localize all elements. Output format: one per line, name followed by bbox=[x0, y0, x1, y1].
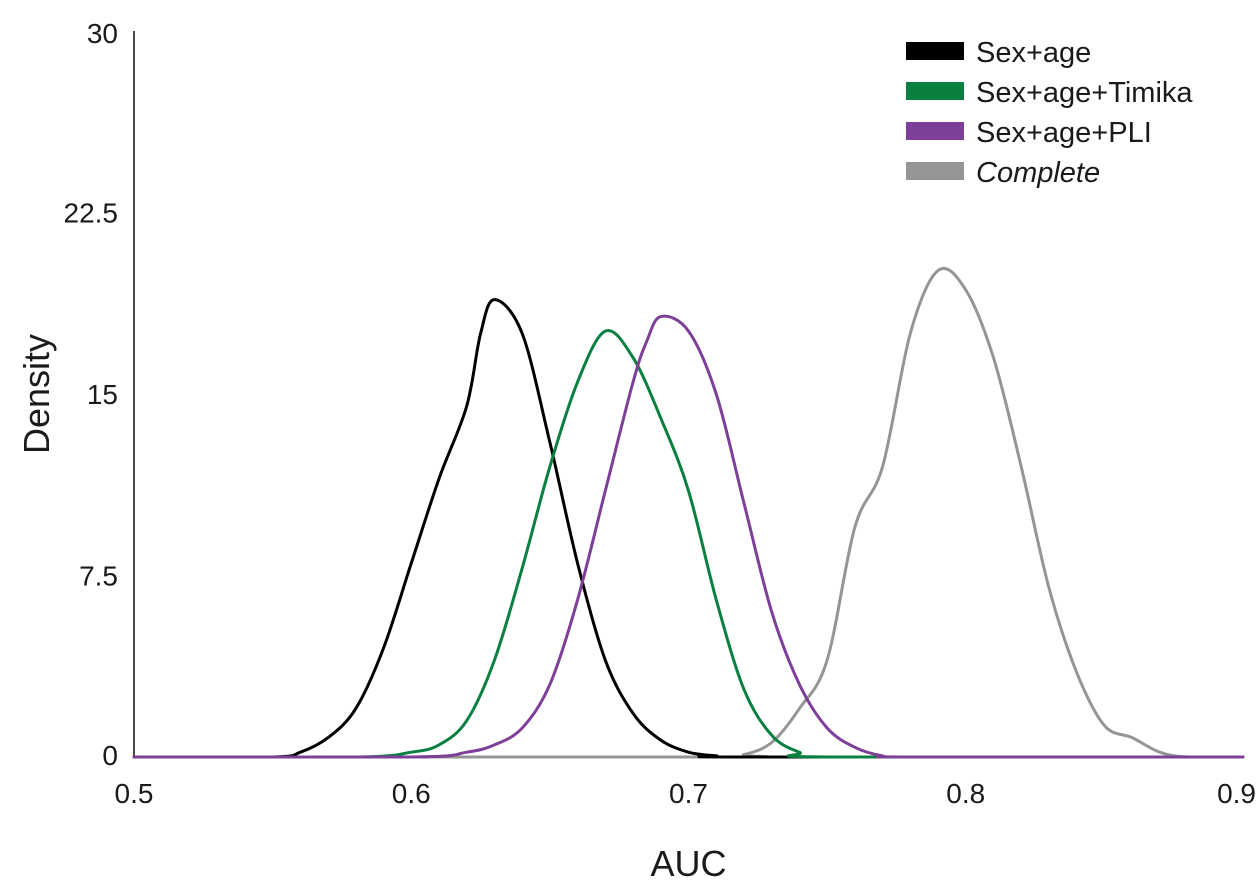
y-tick-label: 15 bbox=[87, 379, 118, 410]
x-tick-label: 0.7 bbox=[669, 778, 708, 809]
legend-label-1: Sex+age bbox=[976, 37, 1091, 69]
legend-swatch-4 bbox=[906, 162, 964, 180]
series-line-1 bbox=[132, 298, 1245, 759]
series-lines bbox=[132, 267, 1245, 759]
y-tick-label: 7.5 bbox=[79, 561, 118, 592]
series-line-3 bbox=[132, 314, 1245, 759]
x-tick-labels: 0.5 0.6 0.7 0.8 0.9 bbox=[115, 778, 1256, 809]
y-tick-label: 30 bbox=[87, 18, 118, 49]
x-tick-label: 0.5 bbox=[115, 778, 154, 809]
x-tick-label: 0.6 bbox=[392, 778, 431, 809]
x-tick-label: 0.9 bbox=[1217, 778, 1256, 809]
legend-swatch-2 bbox=[906, 82, 964, 100]
y-axis-title: Density bbox=[16, 334, 57, 454]
legend-swatch-1 bbox=[906, 42, 964, 60]
legend-swatch-3 bbox=[906, 122, 964, 140]
series-line-4 bbox=[132, 267, 1245, 759]
legend: Sex+age Sex+age+Timika Sex+age+PLI Complete bbox=[906, 37, 1193, 189]
series-line-2 bbox=[132, 328, 1245, 759]
y-tick-label: 22.5 bbox=[64, 198, 119, 229]
y-tick-labels: 0 7.5 15 22.5 30 bbox=[64, 18, 119, 771]
legend-label-4: Complete bbox=[976, 157, 1100, 189]
x-axis-title: AUC bbox=[650, 843, 726, 880]
legend-label-3: Sex+age+PLI bbox=[976, 117, 1152, 149]
legend-label-2: Sex+age+Timika bbox=[976, 77, 1193, 109]
y-tick-label: 0 bbox=[102, 740, 118, 771]
x-tick-label: 0.8 bbox=[946, 778, 985, 809]
